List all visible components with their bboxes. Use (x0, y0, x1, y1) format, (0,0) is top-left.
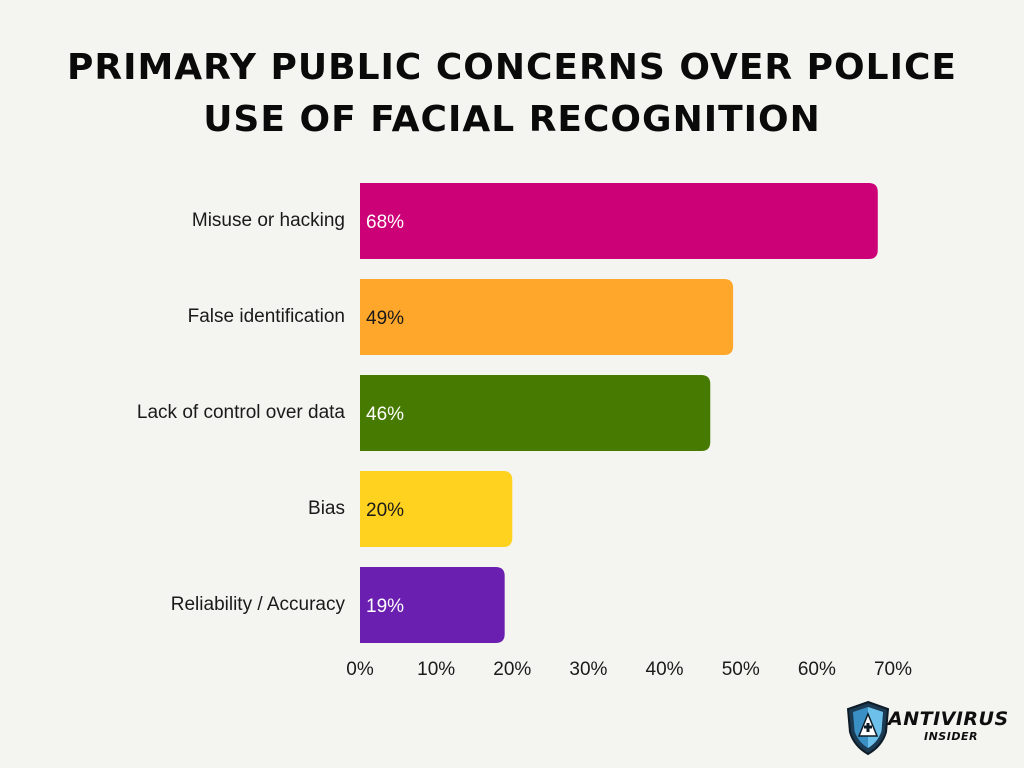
category-labels: Misuse or hacking False identification Lac… (137, 210, 346, 615)
shield-icon (846, 700, 890, 756)
value-label-2: 49% (366, 308, 404, 329)
chart-title-line-2: USE OF FACIAL RECOGNITION (203, 99, 821, 140)
category-label-2: False identification (188, 306, 345, 327)
category-label-4: Bias (308, 498, 345, 519)
value-label-5: 19% (366, 596, 404, 617)
category-label-1: Misuse or hacking (192, 210, 345, 231)
category-label-3: Lack of control over data (137, 402, 345, 423)
bar-5 (360, 567, 505, 643)
bar-4 (360, 471, 513, 547)
bar-2 (360, 279, 734, 355)
x-tick-label-40: 40% (646, 659, 684, 680)
x-tick-label-0: 0% (346, 659, 374, 680)
value-labels: 68% 49% 46% 20% 19% (366, 212, 404, 617)
x-axis-tick-labels: 0% 10% 20% 30% 40% 50% 60% 70% (346, 659, 912, 680)
logo-text-sub: INSIDER (924, 730, 978, 743)
x-tick-label-10: 10% (417, 659, 455, 680)
value-label-3: 46% (366, 404, 404, 425)
bar-3 (360, 375, 711, 451)
bar-1 (360, 183, 878, 259)
value-label-4: 20% (366, 500, 404, 521)
x-tick-label-70: 70% (874, 659, 912, 680)
category-label-5: Reliability / Accuracy (171, 594, 346, 615)
antivirus-insider-logo: ANTIVIRUS INSIDER (846, 700, 1009, 756)
value-label-1: 68% (366, 212, 404, 233)
chart-title: PRIMARY PUBLIC CONCERNS OVER POLICE USE … (0, 42, 1024, 146)
bars-group (360, 183, 878, 643)
chart-title-line-1: PRIMARY PUBLIC CONCERNS OVER POLICE (66, 47, 958, 88)
x-tick-label-20: 20% (493, 659, 531, 680)
logo-text-main: ANTIVIRUS (888, 708, 1009, 730)
x-tick-label-30: 30% (569, 659, 607, 680)
x-tick-label-60: 60% (798, 659, 836, 680)
x-tick-label-50: 50% (722, 659, 760, 680)
